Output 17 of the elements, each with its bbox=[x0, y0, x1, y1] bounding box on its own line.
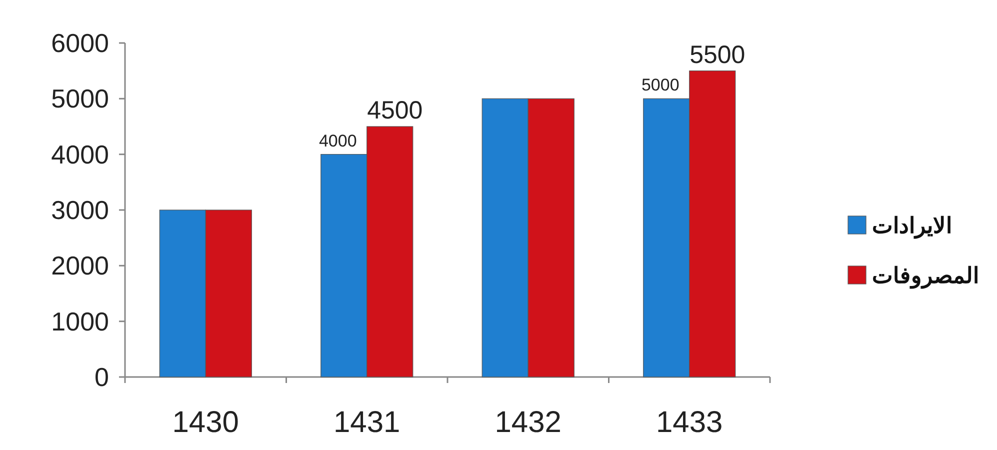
legend-label: الايرادات bbox=[872, 213, 952, 239]
y-tick-label: 6000 bbox=[51, 28, 109, 58]
data-label: 5500 bbox=[690, 40, 746, 69]
y-tick-label: 1000 bbox=[51, 306, 109, 336]
data-label: 5000 bbox=[641, 76, 680, 95]
x-tick-label: 1432 bbox=[494, 406, 562, 439]
y-tick-label: 5000 bbox=[51, 84, 109, 114]
y-tick-label: 2000 bbox=[51, 250, 109, 281]
y-tick-label: 4000 bbox=[51, 139, 109, 170]
data-label: 4500 bbox=[367, 96, 423, 124]
x-tick-label: 1433 bbox=[656, 406, 723, 439]
y-tick-label: 3000 bbox=[51, 195, 109, 225]
x-tick-label: 1430 bbox=[172, 406, 239, 439]
data-label: 4000 bbox=[318, 131, 357, 150]
y-tick-label: 0 bbox=[94, 362, 109, 392]
x-tick-label: 1431 bbox=[334, 406, 400, 439]
legend-label: المصروفات bbox=[872, 263, 979, 289]
